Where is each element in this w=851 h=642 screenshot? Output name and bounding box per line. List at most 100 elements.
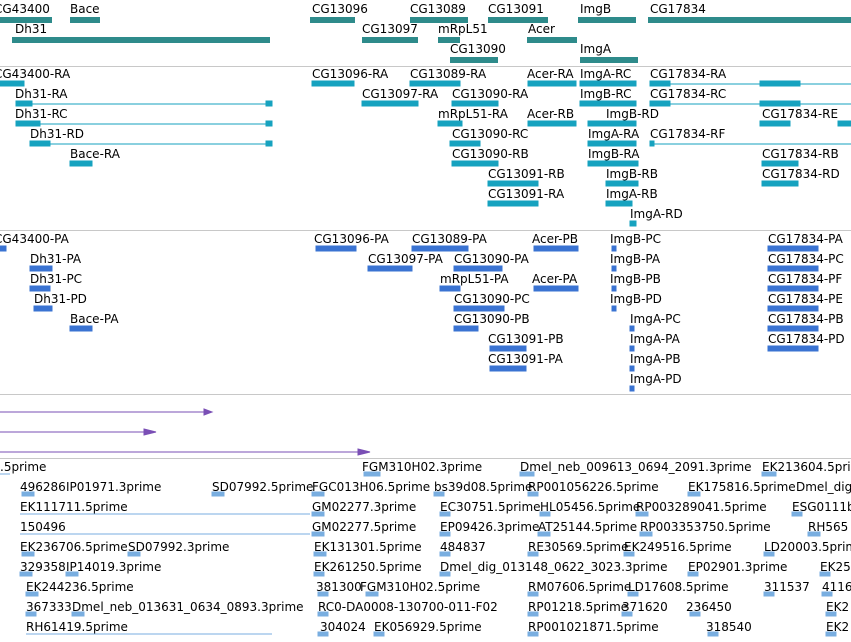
est-label[interactable]: EK056929.5prime	[374, 620, 482, 634]
protein-label[interactable]: CG43400-PA	[0, 232, 69, 246]
transcript-label[interactable]: CG17834-RD	[762, 167, 840, 181]
est-label[interactable]: EK244236.5prime	[26, 580, 134, 594]
transcript-label[interactable]: CG17834-RC	[650, 87, 727, 101]
protein-label[interactable]: Dh31-PA	[30, 252, 82, 266]
est-label[interactable]: GM02277.5prime	[312, 520, 417, 534]
est-label[interactable]: EK256	[820, 560, 851, 574]
protein-label[interactable]: CG17834-PC	[768, 252, 844, 266]
transcript-label[interactable]: CG13089-RA	[410, 67, 487, 81]
est-label[interactable]: EK249516.5prime	[624, 540, 732, 554]
est-label[interactable]: 236450	[686, 600, 732, 614]
protein-label[interactable]: CG13091-PA	[488, 352, 563, 366]
gene-label[interactable]: Bace	[70, 2, 100, 16]
transcript-label[interactable]: ImgB-RB	[606, 167, 658, 181]
transcript-label[interactable]: CG13097-RA	[362, 87, 439, 101]
est-label[interactable]: EK2	[826, 620, 850, 634]
protein-label[interactable]: Dh31-PD	[34, 292, 87, 306]
transcript-label[interactable]: mRpL51-RA	[438, 107, 508, 121]
est-label[interactable]: EK2	[826, 600, 850, 614]
protein-label[interactable]: ImgA-PA	[630, 332, 680, 346]
est-label[interactable]: RP003289041.5prime	[636, 500, 767, 514]
gene-label[interactable]: CG13091	[488, 2, 544, 16]
protein-label[interactable]: CG13090-PB	[454, 312, 530, 326]
est-label[interactable]: IP01971.3prime	[66, 480, 162, 494]
gene-label[interactable]: ImgB	[580, 2, 612, 16]
est-label[interactable]: SD07992.5prime	[212, 480, 314, 494]
est-label[interactable]: RP01218.5prime	[528, 600, 629, 614]
est-label[interactable]: RH61419.5prime	[26, 620, 128, 634]
est-label[interactable]: EK236706.5prime	[20, 540, 128, 554]
est-label[interactable]: IP14019.3prime	[66, 560, 162, 574]
est-label[interactable]: Dmel_neb_009613_0694_2091.3prime	[520, 460, 752, 474]
est-label[interactable]: bs39d08.5prime	[434, 480, 533, 494]
protein-label[interactable]: CG17834-PE	[768, 292, 843, 306]
est-label[interactable]: 371620	[622, 600, 668, 614]
est-label[interactable]: RC0-DA0008-130700-011-F02	[318, 600, 498, 614]
est-label[interactable]: 318540	[706, 620, 752, 634]
transcript-label[interactable]: CG17834-RA	[650, 67, 727, 81]
protein-label[interactable]: CG13090-PA	[454, 252, 529, 266]
protein-label[interactable]: mRpL51-PA	[440, 272, 509, 286]
transcript-label[interactable]: ImgB-RC	[580, 87, 632, 101]
est-label[interactable]: 150496	[20, 520, 66, 534]
est-label[interactable]: EK131301.5prime	[314, 540, 422, 554]
est-label[interactable]: RP003353750.5prime	[640, 520, 771, 534]
transcript-label[interactable]: Dh31-RA	[15, 87, 68, 101]
protein-label[interactable]: ImgB-PD	[610, 292, 662, 306]
est-label[interactable]: 484837	[440, 540, 486, 554]
protein-label[interactable]: ImgB-PA	[610, 252, 661, 266]
gene-label[interactable]: CG13097	[362, 22, 418, 36]
est-label[interactable]: LD17608.5prime	[628, 580, 729, 594]
est-label[interactable]: FGM310H02.3prime	[362, 460, 483, 474]
est-label[interactable]: 381300	[316, 580, 362, 594]
est-label[interactable]: RH565	[808, 520, 849, 534]
transcript-label[interactable]: Dh31-RC	[15, 107, 68, 121]
est-label[interactable]: ESG0111b	[792, 500, 851, 514]
protein-label[interactable]: CG13090-PC	[454, 292, 530, 306]
gene-label[interactable]: CG13090	[450, 42, 506, 56]
est-label[interactable]: .5prime	[0, 460, 47, 474]
est-label[interactable]: 367333	[26, 600, 72, 614]
protein-label[interactable]: ImgB-PB	[610, 272, 661, 286]
est-label[interactable]: RP001056226.5prime	[528, 480, 659, 494]
est-label[interactable]: RM07606.5prime	[528, 580, 632, 594]
gene-label[interactable]: Dh31	[15, 22, 48, 36]
transcript-label[interactable]: ImgA-RB	[606, 187, 658, 201]
protein-label[interactable]: CG17834-PB	[768, 312, 844, 326]
protein-label[interactable]: CG17834-PF	[768, 272, 843, 286]
est-label[interactable]: SD07992.3prime	[128, 540, 230, 554]
est-label[interactable]: FGM310H02.5prime	[360, 580, 481, 594]
est-label[interactable]: RE30569.5prime	[528, 540, 629, 554]
protein-label[interactable]: CG13089-PA	[412, 232, 487, 246]
transcript-label[interactable]: CG17834-RF	[650, 127, 726, 141]
est-label[interactable]: EP02901.3prime	[688, 560, 788, 574]
est-label[interactable]: Dmel_dig_013148_0622_3023.3prime	[440, 560, 668, 574]
gene-label[interactable]: CG13096	[312, 2, 368, 16]
gene-label[interactable]: ImgA	[580, 42, 612, 56]
transcript-label[interactable]: ImgB-RD	[606, 107, 659, 121]
gene-label[interactable]: mRpL51	[438, 22, 488, 36]
protein-label[interactable]: CG13097-PA	[368, 252, 443, 266]
gene-label[interactable]: Acer	[528, 22, 555, 36]
est-label[interactable]: 496286	[20, 480, 66, 494]
transcript-label[interactable]: CG17834-RE	[762, 107, 839, 121]
protein-label[interactable]: ImgA-PC	[630, 312, 681, 326]
transcript-label[interactable]: CG13091-RA	[488, 187, 565, 201]
gene-label[interactable]: CG17834	[650, 2, 706, 16]
est-label[interactable]: GM02277.3prime	[312, 500, 417, 514]
transcript-label[interactable]: Dh31-RD	[30, 127, 85, 141]
transcript-label[interactable]: CG13091-RB	[488, 167, 565, 181]
est-label[interactable]: EK213604.5prime	[762, 460, 851, 474]
transcript-label[interactable]: CG13090-RA	[452, 87, 529, 101]
est-label[interactable]: 329358	[20, 560, 66, 574]
protein-label[interactable]: CG17834-PD	[768, 332, 845, 346]
est-label[interactable]: LD20003.5prime	[764, 540, 851, 554]
est-label[interactable]: HL05456.5prime	[540, 500, 641, 514]
protein-label[interactable]: Dh31-PC	[30, 272, 83, 286]
est-label[interactable]: AT25144.5prime	[538, 520, 638, 534]
transcript-label[interactable]: Acer-RA	[527, 67, 574, 81]
transcript-label[interactable]: CG17834-RB	[762, 147, 839, 161]
transcript-label[interactable]: CG13090-RB	[452, 147, 529, 161]
transcript-label[interactable]: CG13096-RA	[312, 67, 389, 81]
